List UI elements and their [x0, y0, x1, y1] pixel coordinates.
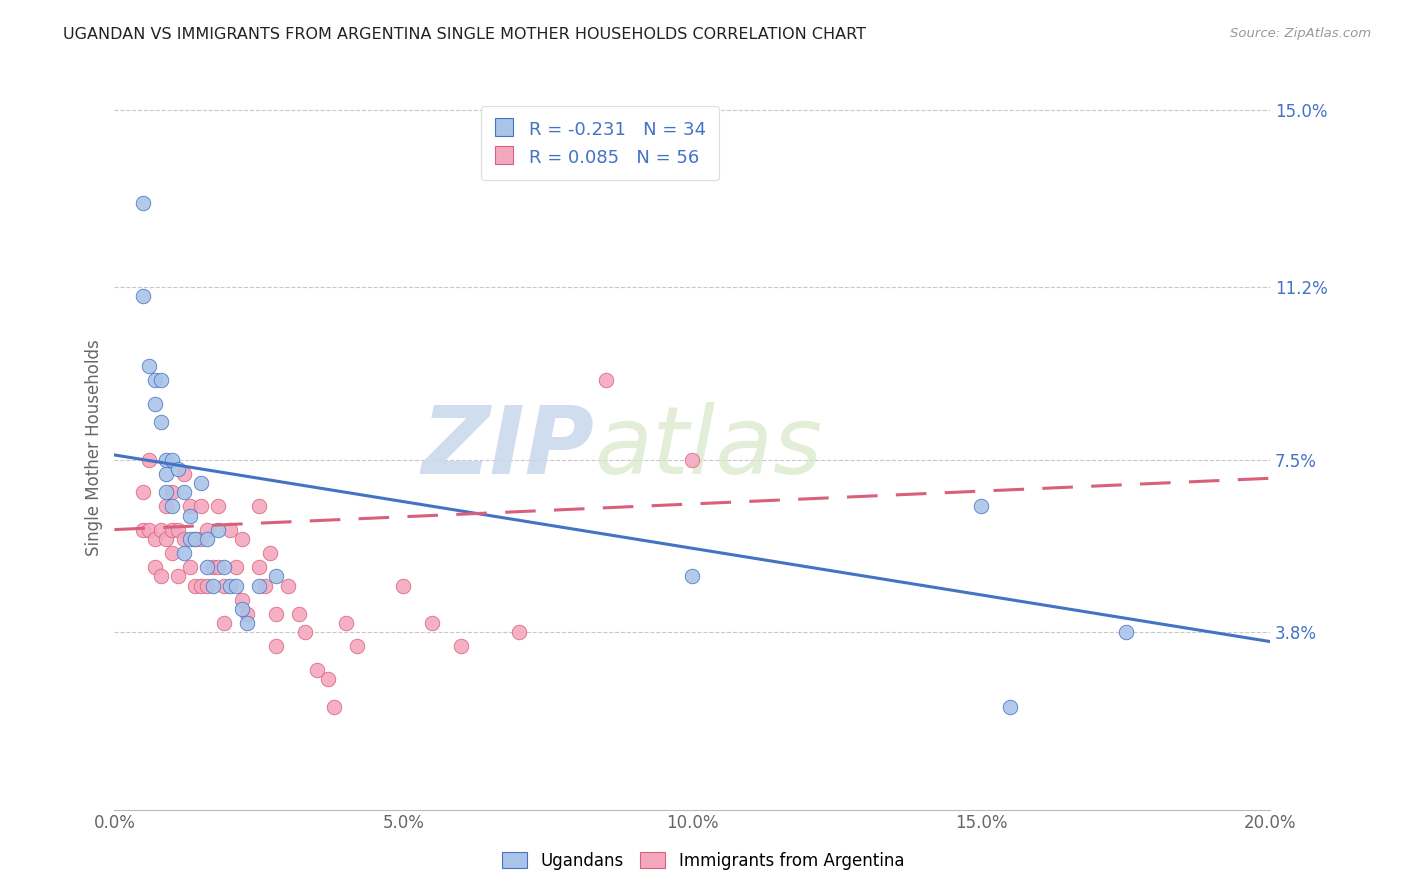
Point [264, 607, 287, 621]
Point [253, 578, 276, 592]
Point [288, 607, 311, 621]
Point [184, 578, 207, 592]
Point [143, 396, 166, 410]
Point [998, 699, 1021, 714]
Point [264, 639, 287, 653]
Point [160, 523, 183, 537]
Point [138, 452, 160, 467]
Point [179, 500, 201, 514]
Point [167, 462, 190, 476]
Point [149, 415, 172, 429]
Point [184, 532, 207, 546]
Point [132, 196, 155, 211]
Point [277, 578, 299, 592]
Point [225, 578, 247, 592]
Point [155, 467, 177, 481]
Point [190, 475, 212, 490]
Point [179, 508, 201, 523]
Point [595, 373, 617, 387]
Point [207, 500, 229, 514]
Point [160, 485, 183, 500]
Point [184, 532, 207, 546]
Point [179, 560, 201, 574]
Point [212, 578, 235, 592]
Point [231, 592, 253, 607]
Point [231, 602, 253, 616]
Point [212, 615, 235, 630]
Point [149, 569, 172, 583]
Point [207, 560, 229, 574]
Point [190, 532, 212, 546]
Point [305, 663, 328, 677]
Point [264, 569, 287, 583]
Point [201, 560, 224, 574]
Point [970, 500, 993, 514]
Point [294, 625, 316, 640]
Point [173, 467, 195, 481]
Point [138, 523, 160, 537]
Point [195, 560, 218, 574]
Legend: R = -0.231   N = 34, R = 0.085   N = 56: R = -0.231 N = 34, R = 0.085 N = 56 [481, 106, 718, 180]
Point [259, 546, 281, 560]
Point [143, 532, 166, 546]
Point [323, 699, 346, 714]
Point [143, 373, 166, 387]
Point [316, 672, 339, 686]
Point [155, 485, 177, 500]
Point [236, 615, 259, 630]
Point [160, 546, 183, 560]
Point [681, 569, 703, 583]
Point [155, 500, 177, 514]
Point [173, 485, 195, 500]
Point [219, 523, 242, 537]
Point [173, 532, 195, 546]
Point [212, 560, 235, 574]
Legend: Ugandans, Immigrants from Argentina: Ugandans, Immigrants from Argentina [495, 846, 911, 877]
Point [179, 532, 201, 546]
Point [132, 289, 155, 303]
Point [508, 625, 530, 640]
Point [155, 532, 177, 546]
Text: UGANDAN VS IMMIGRANTS FROM ARGENTINA SINGLE MOTHER HOUSEHOLDS CORRELATION CHART: UGANDAN VS IMMIGRANTS FROM ARGENTINA SIN… [63, 27, 866, 42]
Point [143, 560, 166, 574]
Point [346, 639, 368, 653]
Point [173, 546, 195, 560]
Point [132, 485, 155, 500]
Point [247, 578, 270, 592]
Y-axis label: Single Mother Households: Single Mother Households [86, 340, 103, 557]
Point [149, 373, 172, 387]
Point [195, 578, 218, 592]
Point [190, 578, 212, 592]
Point [160, 452, 183, 467]
Point [335, 615, 357, 630]
Point [201, 578, 224, 592]
Point [207, 523, 229, 537]
Point [195, 532, 218, 546]
Point [195, 523, 218, 537]
Point [236, 607, 259, 621]
Text: atlas: atlas [593, 402, 823, 493]
Point [190, 500, 212, 514]
Point [138, 359, 160, 374]
Point [247, 560, 270, 574]
Text: Source: ZipAtlas.com: Source: ZipAtlas.com [1230, 27, 1371, 40]
Point [231, 532, 253, 546]
Point [681, 452, 703, 467]
Point [392, 578, 415, 592]
Point [155, 452, 177, 467]
Point [167, 569, 190, 583]
Text: ZIP: ZIP [422, 402, 593, 494]
Point [247, 500, 270, 514]
Point [132, 523, 155, 537]
Point [225, 560, 247, 574]
Point [167, 523, 190, 537]
Point [1115, 625, 1137, 640]
Point [420, 615, 443, 630]
Point [219, 578, 242, 592]
Point [450, 639, 472, 653]
Point [160, 500, 183, 514]
Point [149, 523, 172, 537]
